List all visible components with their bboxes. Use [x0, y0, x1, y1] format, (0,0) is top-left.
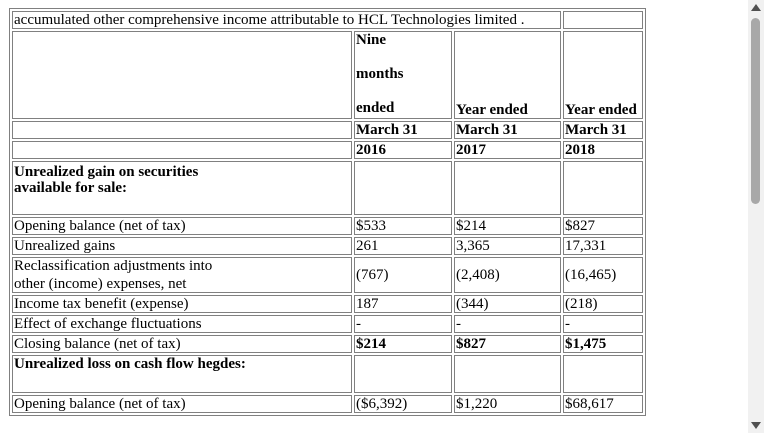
header-year-ended: Year ended: [454, 31, 561, 119]
row-value: 3,365: [454, 237, 561, 255]
header-month: March 31: [454, 121, 561, 139]
table-cell: [563, 161, 643, 215]
row-value: (767): [354, 257, 452, 293]
header-month: March 31: [563, 121, 643, 139]
header-line: months: [356, 66, 404, 82]
table-cell: [12, 121, 352, 139]
row-value: (2,408): [454, 257, 561, 293]
section-title: Unrealized gain on securities available …: [12, 161, 352, 215]
section-title-line: Unrealized gain on securities: [14, 164, 199, 180]
row-label-line: other (income) expenses, net: [14, 276, 187, 292]
vertical-scrollbar[interactable]: [748, 0, 764, 433]
table-cell: [454, 355, 561, 393]
scrollbar-thumb[interactable]: [751, 18, 760, 204]
row-value: $214: [354, 335, 452, 353]
table-row: Unrealized gains 261 3,365 17,331: [12, 237, 643, 255]
table-cell: [12, 141, 352, 159]
row-value: 261: [354, 237, 452, 255]
section-title-row: Unrealized loss on cash flow hegdes:: [12, 355, 643, 393]
document-viewport: accumulated other comprehensive income a…: [9, 8, 646, 416]
row-value: -: [454, 315, 561, 333]
header-row-month: March 31 March 31 March 31: [12, 121, 643, 139]
row-label: Opening balance (net of tax): [12, 217, 352, 235]
row-label: Income tax benefit (expense): [12, 295, 352, 313]
table-cell: [454, 161, 561, 215]
header-line: ended: [356, 100, 395, 116]
header-year: 2016: [354, 141, 452, 159]
row-value: (218): [563, 295, 643, 313]
arrow-up-icon[interactable]: [751, 4, 761, 11]
table-row: Effect of exchange fluctuations - - -: [12, 315, 643, 333]
row-value: $827: [454, 335, 561, 353]
row-value: (344): [454, 295, 561, 313]
table-caption: accumulated other comprehensive income a…: [12, 11, 561, 29]
row-label: Reclassification adjustments into other …: [12, 257, 352, 293]
row-value: $1,475: [563, 335, 643, 353]
header-row-periods: Nine months ended Year ended Year ended: [12, 31, 643, 119]
row-value: $68,617: [563, 395, 643, 413]
header-nine-months-ended: Nine months ended: [354, 31, 452, 119]
row-value: ($6,392): [354, 395, 452, 413]
row-label: Unrealized gains: [12, 237, 352, 255]
row-label: Effect of exchange fluctuations: [12, 315, 352, 333]
header-month: March 31: [354, 121, 452, 139]
row-value: $827: [563, 217, 643, 235]
header-row-year: 2016 2017 2018: [12, 141, 643, 159]
header-year-ended: Year ended: [563, 31, 643, 119]
table-cell: [563, 11, 643, 29]
row-label-line: Reclassification adjustments into: [14, 258, 213, 274]
row-value: $214: [454, 217, 561, 235]
header-year: 2017: [454, 141, 561, 159]
section-title: Unrealized loss on cash flow hegdes:: [12, 355, 352, 393]
table-cell: [12, 31, 352, 119]
header-year: 2018: [563, 141, 643, 159]
table-row: Opening balance (net of tax) $533 $214 $…: [12, 217, 643, 235]
row-value: -: [563, 315, 643, 333]
row-value: -: [354, 315, 452, 333]
row-label: Closing balance (net of tax): [12, 335, 352, 353]
row-value: 187: [354, 295, 452, 313]
row-value: (16,465): [563, 257, 643, 293]
table-cell: [354, 355, 452, 393]
row-value: $533: [354, 217, 452, 235]
table-row: Opening balance (net of tax) ($6,392) $1…: [12, 395, 643, 413]
section-title-line: available for sale:: [14, 180, 128, 196]
section-title-row: Unrealized gain on securities available …: [12, 161, 643, 215]
arrow-down-icon[interactable]: [751, 422, 761, 429]
table-cell: [354, 161, 452, 215]
financial-table: accumulated other comprehensive income a…: [9, 8, 646, 416]
table-row: Reclassification adjustments into other …: [12, 257, 643, 293]
table-row: Income tax benefit (expense) 187 (344) (…: [12, 295, 643, 313]
table-cell: [563, 355, 643, 393]
row-value: 17,331: [563, 237, 643, 255]
header-line: Nine: [356, 32, 386, 48]
table-row: Closing balance (net of tax) $214 $827 $…: [12, 335, 643, 353]
caption-row: accumulated other comprehensive income a…: [12, 11, 643, 29]
row-value: $1,220: [454, 395, 561, 413]
row-label: Opening balance (net of tax): [12, 395, 352, 413]
